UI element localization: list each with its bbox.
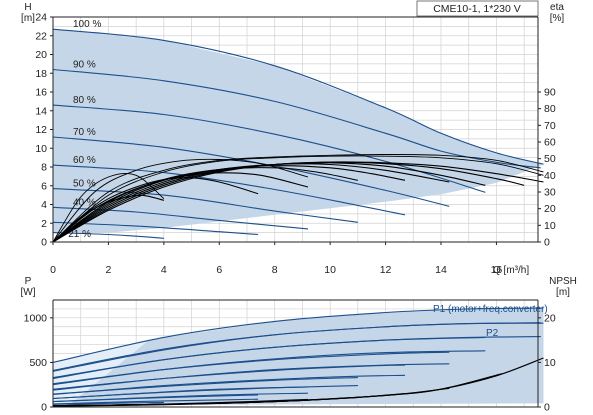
head-tick-label: 2: [41, 218, 47, 230]
flow-tick-label: 16: [491, 264, 503, 276]
head-tick-label: 14: [35, 105, 47, 117]
flow-tick-label: 2: [106, 264, 112, 276]
flow-tick-label: 8: [272, 264, 278, 276]
head-tick-label: 16: [35, 87, 47, 99]
flow-tick-label: 10: [324, 264, 336, 276]
speed-curve-6: [52, 206, 309, 230]
head-axis-unit: [m]: [21, 13, 35, 24]
power-tick-label: 500: [29, 357, 47, 369]
head-tick-label: 24: [35, 12, 47, 24]
speed-curve-label: 50 %: [73, 179, 96, 190]
npsh-tick-label: 20: [544, 312, 556, 324]
npsh-axis-unit: [m]: [556, 287, 570, 298]
head-tick-label: 8: [41, 162, 47, 174]
eta-tick-label: 30: [544, 187, 556, 199]
speed-curve-7: [52, 221, 259, 236]
eta-tick-label: 20: [544, 203, 556, 215]
head-tick-labels: 0246810121416182022240102030405060708090…: [35, 12, 556, 277]
power-axis-label: P: [25, 276, 32, 287]
p2-curve-7: [52, 398, 259, 405]
head-axis-label: H: [24, 2, 31, 13]
npsh-axis-label: NPSH: [549, 276, 577, 287]
speed-curve-label: 100 %: [73, 19, 101, 30]
p1-label: P1 (motor+freq.converter): [433, 304, 548, 315]
eta-tick-label: 10: [544, 220, 556, 232]
eta-tick-label: 60: [544, 137, 556, 149]
head-tick-label: 10: [35, 143, 47, 155]
head-operating-envelope: [53, 29, 544, 234]
npsh-tick-label: 10: [544, 357, 556, 369]
eta-tick-label: 50: [544, 153, 556, 165]
eta-tick-label: 90: [544, 87, 556, 99]
speed-curve-4: [52, 164, 406, 216]
speed-curve-label: 60 %: [73, 155, 96, 166]
efficiency-upper-curve-0: [52, 172, 165, 243]
eta-axis-label: eta: [550, 2, 564, 13]
head-axes: [52, 16, 539, 243]
power-tick-label: 0: [41, 402, 47, 414]
flow-tick-label: 12: [380, 264, 392, 276]
p2-curve-2: [52, 350, 486, 386]
eta-tick-label: 40: [544, 170, 556, 182]
speed-curve-label: 70 %: [73, 127, 96, 138]
flow-axis-label: Q [m³/h]: [493, 265, 529, 276]
eta-tick-label: 70: [544, 120, 556, 132]
head-tick-label: 6: [41, 180, 47, 192]
chart-title-box: [416, 0, 539, 17]
speed-curve-label: 90 %: [73, 60, 96, 71]
head-tick-label: 12: [35, 124, 47, 136]
npsh-curves: [52, 357, 544, 407]
power-tick-labels: 0 500 1000 0 10 20: [24, 312, 556, 413]
efficiency-upper-curve-3: [52, 154, 544, 243]
power-envelope-area: [53, 308, 544, 406]
speed-curve-0: [52, 28, 544, 165]
efficiency-curve-3: [52, 163, 450, 243]
head-tick-label: 0: [41, 237, 47, 249]
speed-curve-label: 80 %: [73, 95, 96, 106]
speed-curve-1: [52, 68, 541, 169]
power-tick-label: 1000: [24, 312, 48, 324]
head-tick-label: 18: [35, 68, 47, 80]
power-axis-unit: [W]: [21, 287, 36, 298]
head-tick-label: 4: [41, 199, 47, 211]
efficiency-curve-4: [52, 165, 406, 243]
eta-tick-label: 80: [544, 103, 556, 115]
speed-curve-label: 21 %: [68, 229, 91, 240]
flow-tick-label: 0: [50, 264, 56, 276]
p2-curve-0: [52, 322, 544, 372]
flow-tick-label: 4: [161, 264, 167, 276]
p2-curve-1: [52, 336, 541, 380]
npsh-tick-label: 0: [544, 402, 550, 414]
efficiency-curves: [52, 154, 544, 243]
npsh-curve-6: [52, 401, 259, 407]
p2-curve-6: [52, 392, 309, 403]
head-tick-label: 20: [35, 49, 47, 61]
p2-label: P2: [486, 328, 499, 339]
p1-curve-0: [52, 307, 544, 363]
p2-curve-4: [52, 374, 406, 396]
p2-curve-3: [52, 363, 450, 391]
eta-tick-label: 0: [544, 237, 550, 249]
head-tick-label: 22: [35, 30, 47, 42]
flow-tick-label: 6: [216, 264, 222, 276]
efficiency-upper-curve-2: [52, 155, 544, 243]
speed-curve-5: [52, 188, 358, 223]
p2-curve-5: [52, 385, 358, 400]
efficiency-upper-curve-1: [52, 158, 309, 243]
head-envelope-area: [53, 29, 544, 234]
chart-title: CME10-1, 1*230 V: [433, 3, 521, 15]
eta-axis-unit: [%]: [550, 13, 565, 24]
flow-tick-label: 14: [435, 264, 447, 276]
p2-curves: [52, 322, 544, 407]
